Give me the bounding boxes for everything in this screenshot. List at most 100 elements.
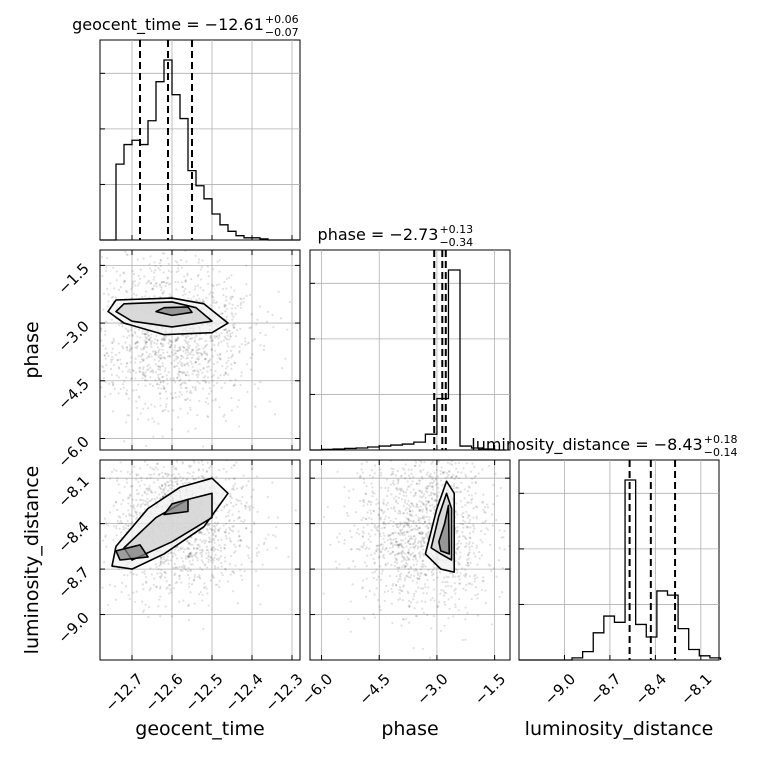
scatter-point	[403, 524, 407, 527]
scatter-point	[395, 540, 398, 543]
scatter-point	[145, 357, 148, 360]
scatter-point	[368, 433, 370, 435]
scatter-point	[100, 327, 103, 330]
scatter-point	[211, 379, 214, 383]
scatter-point	[418, 532, 422, 535]
scatter-point	[141, 502, 144, 505]
scatter-point	[212, 559, 215, 562]
scatter-point	[189, 408, 192, 411]
scatter-point	[194, 298, 198, 301]
scatter-point	[208, 381, 211, 384]
scatter-point	[394, 537, 397, 540]
scatter-point	[211, 574, 214, 577]
scatter-point	[229, 379, 232, 382]
scatter-point	[393, 564, 396, 568]
scatter-point	[232, 484, 235, 487]
scatter-point	[205, 470, 208, 473]
scatter-point	[392, 532, 395, 535]
scatter-point	[410, 535, 413, 538]
scatter-point	[188, 585, 191, 588]
scatter-point	[177, 264, 180, 267]
scatter-point	[129, 361, 132, 364]
panel-title: luminosity_distance = −8.43	[471, 435, 702, 455]
scatter-point	[153, 276, 156, 279]
scatter-point	[256, 554, 259, 557]
scatter-point	[162, 490, 165, 493]
scatter-point	[146, 364, 149, 368]
scatter-point	[214, 535, 217, 538]
scatter-point	[127, 397, 131, 400]
scatter-point	[450, 475, 453, 478]
scatter-point	[166, 397, 169, 400]
scatter-point	[145, 340, 148, 343]
scatter-point	[214, 399, 217, 402]
scatter-point	[458, 535, 461, 538]
scatter-point	[238, 345, 241, 348]
scatter-point	[205, 397, 209, 400]
scatter-point	[229, 495, 232, 498]
scatter-point	[138, 511, 141, 515]
contour-level	[438, 504, 451, 555]
scatter-point	[130, 328, 133, 332]
scatter-point	[193, 461, 196, 464]
scatter-point	[427, 500, 430, 503]
scatter-point	[414, 614, 417, 618]
scatter-point	[413, 545, 417, 548]
scatter-point	[160, 484, 164, 487]
scatter-point	[167, 410, 170, 413]
scatter-point	[182, 334, 185, 337]
scatter-point	[450, 476, 453, 479]
scatter-point	[111, 470, 114, 473]
scatter-point	[410, 514, 413, 517]
scatter-point	[406, 428, 408, 430]
scatter-point	[159, 556, 162, 559]
scatter-point	[153, 405, 156, 408]
scatter-point	[388, 534, 391, 537]
scatter-point	[150, 343, 153, 346]
scatter-point	[166, 480, 169, 484]
scatter-point	[252, 506, 255, 509]
scatter-point	[153, 577, 156, 580]
scatter-point	[263, 344, 266, 348]
title-sup: +0.06	[265, 13, 299, 26]
scatter-point	[201, 532, 204, 535]
scatter-point	[399, 551, 403, 555]
scatter-point	[254, 405, 257, 408]
scatter-point	[461, 522, 464, 526]
scatter-point	[208, 358, 212, 361]
scatter-point	[213, 565, 216, 568]
scatter-point	[407, 499, 410, 503]
scatter-point	[166, 586, 169, 589]
scatter-point	[364, 492, 367, 496]
scatter-point	[395, 688, 397, 690]
scatter-point	[225, 318, 228, 321]
scatter-point	[198, 300, 202, 303]
scatter-point	[432, 488, 435, 491]
scatter-point	[409, 601, 413, 604]
scatter-point	[172, 377, 175, 380]
scatter-point	[397, 551, 401, 555]
scatter-point	[161, 484, 164, 487]
scatter-point	[406, 563, 409, 566]
scatter-point	[157, 365, 161, 368]
scatter-point	[222, 328, 226, 332]
scatter-point	[64, 377, 66, 379]
scatter-point	[406, 488, 409, 491]
scatter-point	[347, 566, 350, 570]
scatter-point	[421, 502, 424, 505]
scatter-point	[381, 555, 385, 558]
scatter-point	[174, 340, 177, 343]
scatter-point	[115, 469, 118, 472]
scatter-point	[201, 352, 204, 355]
scatter-point	[419, 551, 422, 554]
scatter-point	[200, 475, 203, 478]
scatter-point	[149, 370, 152, 373]
scatter-point	[136, 258, 139, 261]
scatter-point	[130, 470, 134, 474]
scatter-point	[361, 546, 364, 549]
scatter-point	[249, 356, 252, 360]
scatter-point	[420, 491, 423, 494]
scatter-point	[463, 574, 466, 577]
scatter-point	[203, 351, 206, 354]
scatter-point	[170, 392, 173, 395]
